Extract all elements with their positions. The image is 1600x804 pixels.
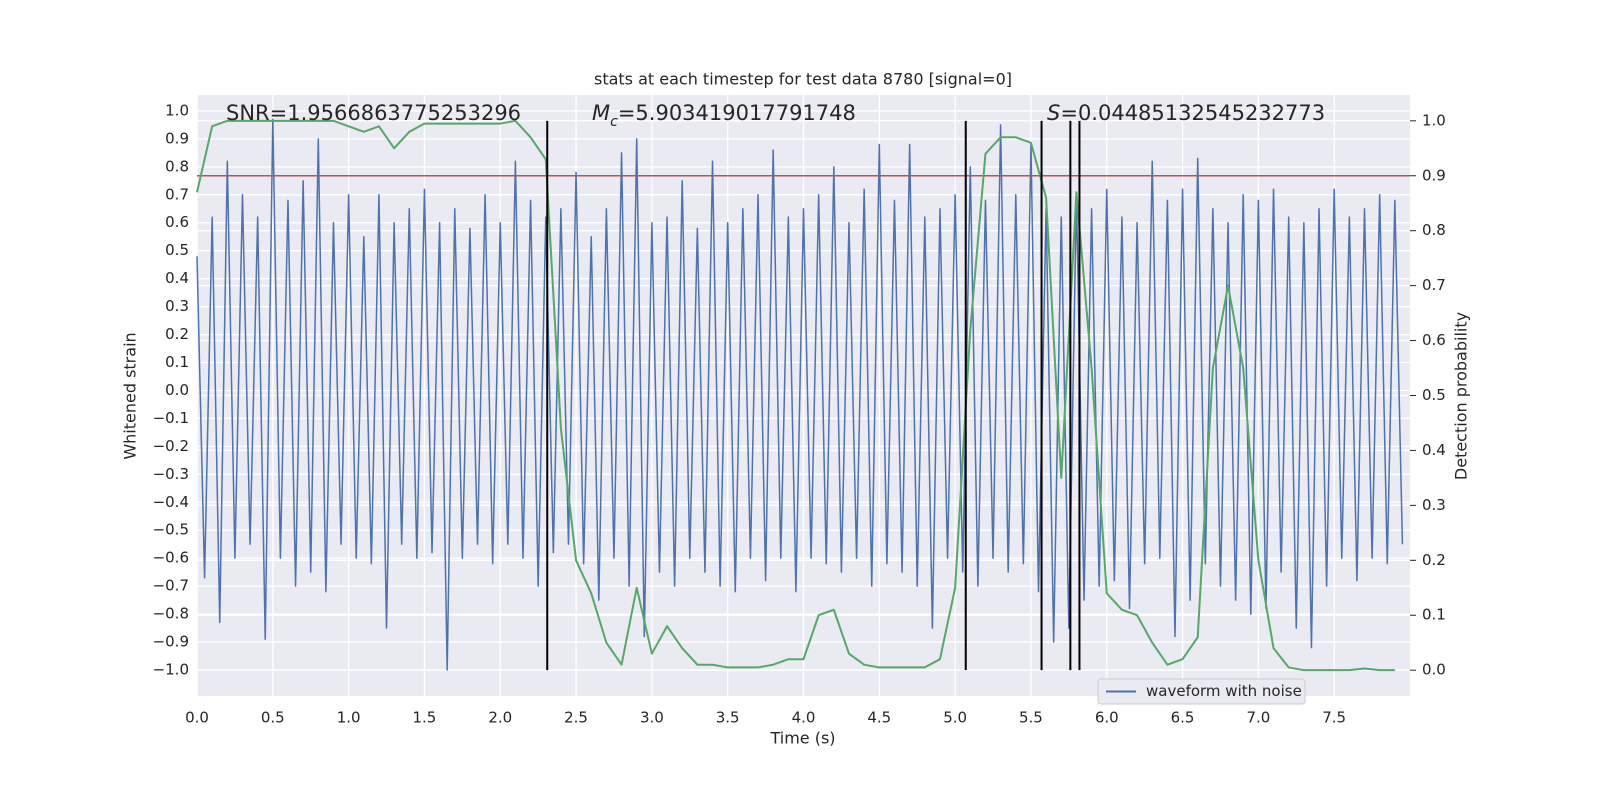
x-tick-label: 6.5 bbox=[1171, 709, 1195, 727]
annotation: S=0.04485132545232773 bbox=[1047, 101, 1325, 125]
annotation-text: =0.04485132545232773 bbox=[1060, 101, 1325, 125]
y2-tick-label: 0.6 bbox=[1422, 331, 1446, 349]
x-tick-label: 3.5 bbox=[716, 709, 740, 727]
y-tick-label: −0.5 bbox=[153, 521, 189, 539]
y2-tick-label: 1.0 bbox=[1422, 111, 1446, 129]
annotation: SNR=1.9566863775253296 bbox=[226, 101, 521, 125]
y-tick-label: 0.7 bbox=[165, 185, 189, 203]
y-tick-label: 0.5 bbox=[165, 241, 189, 259]
x-tick-label: 4.0 bbox=[792, 709, 816, 727]
y2-tick-label: 0.3 bbox=[1422, 496, 1446, 514]
y-tick-label: −1.0 bbox=[153, 661, 189, 679]
x-tick-label: 1.5 bbox=[413, 709, 437, 727]
y-tick-label: −0.3 bbox=[153, 465, 189, 483]
x-tick-label: 7.0 bbox=[1246, 709, 1270, 727]
y-tick-label: 0.1 bbox=[165, 353, 189, 371]
annotation-symbol: S bbox=[1047, 101, 1060, 125]
y-tick-label: 0.2 bbox=[165, 325, 189, 343]
y-tick-label: 0.9 bbox=[165, 129, 189, 147]
y-tick-label: −0.8 bbox=[153, 605, 189, 623]
x-tick-label: 7.5 bbox=[1322, 709, 1346, 727]
x-tick-label: 6.0 bbox=[1095, 709, 1119, 727]
annotation-text: SNR=1.9566863775253296 bbox=[226, 101, 521, 125]
annotation-symbol: M bbox=[592, 101, 610, 125]
y2-tick-label: 0.0 bbox=[1422, 661, 1446, 679]
y-tick-label: 0.3 bbox=[165, 297, 189, 315]
x-tick-label: 3.0 bbox=[640, 709, 664, 727]
y2-tick-label: 0.4 bbox=[1422, 441, 1446, 459]
y-tick-label: −0.7 bbox=[153, 577, 189, 595]
annotation-text: =5.903419017791748 bbox=[618, 101, 856, 125]
annotation-subscript: c bbox=[610, 114, 618, 130]
y-tick-label: 0.0 bbox=[165, 381, 189, 399]
x-tick-label: 4.5 bbox=[867, 709, 891, 727]
y-tick-label: −0.9 bbox=[153, 633, 189, 651]
legend-label: waveform with noise bbox=[1146, 682, 1302, 700]
y-tick-label: 0.6 bbox=[165, 213, 189, 231]
chart-title: stats at each timestep for test data 878… bbox=[594, 70, 1012, 89]
y-tick-label: −0.2 bbox=[153, 437, 189, 455]
legend-box bbox=[1097, 678, 1306, 705]
x-axis-label: Time (s) bbox=[769, 729, 835, 748]
y-tick-label: −0.6 bbox=[153, 549, 189, 567]
y2-axis-label: Detection probability bbox=[1452, 312, 1471, 480]
y-axis-label: Whitened strain bbox=[121, 332, 140, 459]
x-tick-label: 0.5 bbox=[261, 709, 285, 727]
x-tick-label: 0.0 bbox=[185, 709, 209, 727]
waveform-line bbox=[196, 118, 1404, 671]
y2-tick-label: 0.5 bbox=[1422, 386, 1446, 404]
y-tick-label: −0.1 bbox=[153, 409, 189, 427]
y-tick-label: 0.4 bbox=[165, 269, 189, 287]
y2-tick-label: 0.7 bbox=[1422, 276, 1446, 294]
y2-tick-label: 0.2 bbox=[1422, 551, 1446, 569]
x-tick-label: 1.0 bbox=[337, 709, 361, 727]
y-tick-label: 1.0 bbox=[165, 101, 189, 119]
y2-tick-label: 0.1 bbox=[1422, 606, 1446, 624]
x-tick-label: 2.0 bbox=[488, 709, 512, 727]
y2-tick-label: 0.8 bbox=[1422, 221, 1446, 239]
x-tick-label: 2.5 bbox=[564, 709, 588, 727]
probability-line bbox=[196, 119, 1395, 672]
y-tick-label: 0.8 bbox=[165, 157, 189, 175]
y2-tick-label: 0.9 bbox=[1422, 166, 1446, 184]
annotation: Mc=5.903419017791748 bbox=[592, 101, 856, 130]
x-tick-label: 5.5 bbox=[1019, 709, 1043, 727]
x-tick-label: 5.0 bbox=[943, 709, 967, 727]
y-tick-label: −0.4 bbox=[153, 493, 189, 511]
